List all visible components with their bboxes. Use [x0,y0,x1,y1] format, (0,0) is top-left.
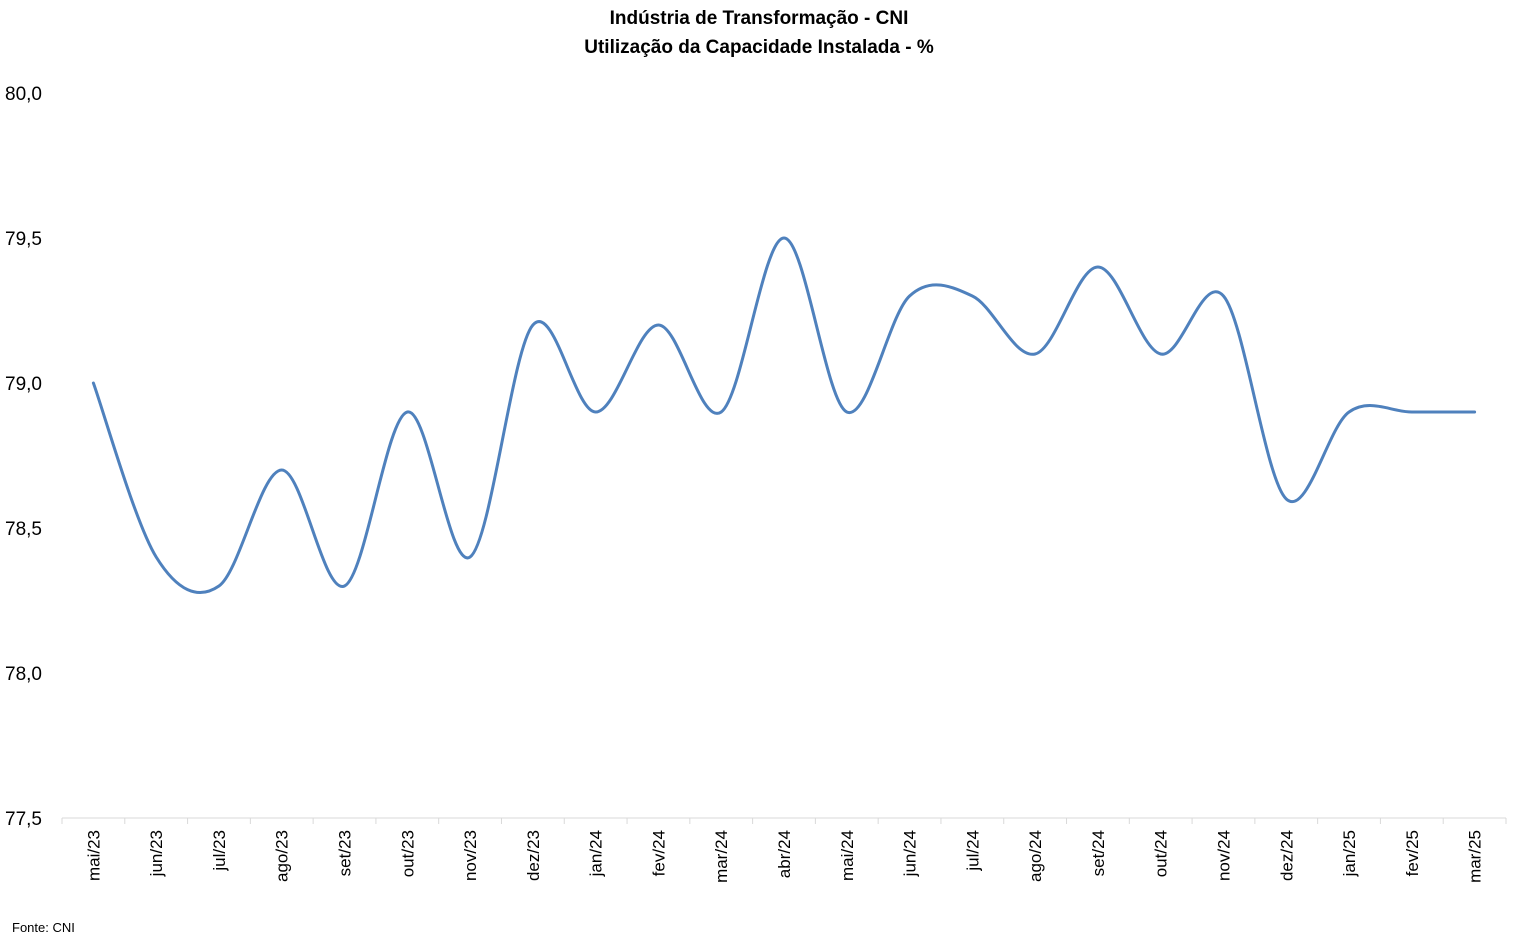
data-point [970,294,974,298]
x-tick-label: fev/24 [649,830,668,876]
y-tick-label: 79,5 [5,229,42,250]
x-tick-label: jul/23 [210,830,229,872]
data-point [154,555,158,559]
y-tick-label: 78,5 [5,519,42,540]
x-tick-label: nov/23 [461,830,480,881]
x-tick-label: fev/25 [1403,830,1422,876]
data-point [217,584,221,588]
x-tick-label: jun/23 [147,830,166,877]
data-point [656,323,660,327]
y-tick-label: 78,0 [5,664,42,685]
x-tick-label: jun/24 [901,830,920,877]
x-tick-label: mar/24 [712,830,731,883]
x-tick-label: dez/24 [1277,830,1296,881]
x-tick-label: ago/23 [273,830,292,882]
x-tick-label: jan/24 [587,830,606,877]
x-tick-label: out/24 [1152,830,1171,877]
x-tick-label: set/24 [1089,830,1108,876]
data-point [1033,352,1037,356]
data-point [719,410,723,414]
y-tick-label: 77,5 [5,809,42,830]
x-tick-label: mai/24 [838,830,857,881]
data-point [343,584,347,588]
y-tick-label: 80,0 [5,84,42,105]
data-point [468,555,472,559]
data-point [1159,352,1163,356]
x-axis-ticks [61,818,1507,824]
data-point [594,410,598,414]
x-tick-label: abr/24 [775,830,794,878]
x-tick-label: jan/25 [1340,830,1359,877]
data-point [280,468,284,472]
x-tick-label: ago/24 [1026,830,1045,882]
data-point [1410,410,1414,414]
data-point [1473,410,1477,414]
data-point [1096,265,1100,269]
series-line [91,236,1477,595]
data-point [908,294,912,298]
data-point [1347,410,1351,414]
data-point [1221,294,1225,298]
series-layer [91,236,1477,595]
x-tick-label: set/23 [336,830,355,876]
data-point [405,410,409,414]
data-point [845,410,849,414]
data-point [531,323,535,327]
x-tick-label: nov/24 [1214,830,1233,881]
source-note: Fonte: CNI [12,920,75,935]
x-tick-label: mar/25 [1466,830,1485,883]
x-tick-label: mai/23 [84,830,103,881]
data-point [1284,497,1288,501]
data-point [782,236,786,240]
data-point [91,381,95,385]
y-axis-tick-labels: 80,0 79,5 79,0 78,5 78,0 77,5 [5,84,42,830]
x-axis-tick-labels: mai/23 jun/23 jul/23 ago/23 set/23 out/23 nov/… [84,830,1484,883]
y-tick-label: 79,0 [5,374,42,395]
x-tick-label: out/23 [398,830,417,877]
x-tick-label: jul/24 [963,830,982,872]
x-tick-label: dez/23 [524,830,543,881]
